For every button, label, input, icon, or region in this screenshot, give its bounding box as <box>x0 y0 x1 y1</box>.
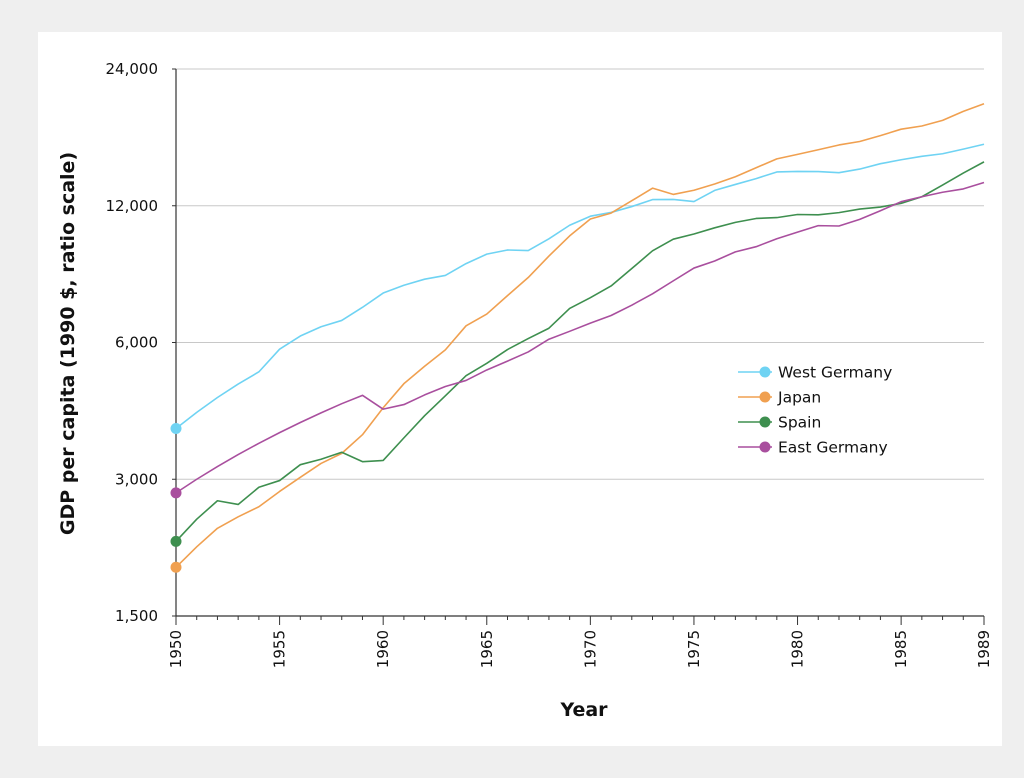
legend: West Germany Japan Spain East Germany <box>738 364 892 457</box>
series-line-spain <box>175 161 985 542</box>
y-axis-ticks: 1,500 3,000 6,000 12,000 24,000 <box>106 60 176 625</box>
series-line-east-germany <box>175 181 985 494</box>
legend-label-japan: Japan <box>777 389 821 407</box>
legend-marker-east-germany <box>759 441 771 453</box>
x-axis-ticks: 1950 1955 1960 1965 1970 1975 1980 1985 1989 <box>167 616 993 668</box>
x-tick-label: 1989 <box>975 630 993 668</box>
y-tick-label: 1,500 <box>115 607 158 625</box>
series-start-marker-west-germany <box>170 423 182 435</box>
x-tick-label: 1985 <box>892 630 910 668</box>
legend-label-west-germany: West Germany <box>778 364 892 382</box>
y-axis-title: GDP per capita (1990 $, ratio scale) <box>57 152 79 535</box>
series-group <box>170 102 985 573</box>
gridlines <box>176 68 984 480</box>
series-start-marker-spain <box>170 535 182 547</box>
x-tick-label: 1960 <box>374 630 392 668</box>
gdp-line-chart: 1,500 3,000 6,000 12,000 24,000 1950 1955 1960… <box>57 60 993 721</box>
series-line-japan <box>175 102 985 568</box>
legend-label-east-germany: East Germany <box>778 439 888 457</box>
y-tick-label: 6,000 <box>115 334 158 352</box>
y-tick-label: 3,000 <box>115 470 158 488</box>
legend-label-spain: Spain <box>778 414 821 432</box>
chart-panel: 1,500 3,000 6,000 12,000 24,000 1950 1955 1960… <box>38 32 1002 746</box>
series-start-marker-japan <box>170 561 182 573</box>
x-tick-label: 1980 <box>789 630 807 668</box>
legend-marker-japan <box>759 391 771 403</box>
y-tick-label: 12,000 <box>106 197 159 215</box>
y-tick-label: 24,000 <box>106 60 159 78</box>
x-tick-label: 1970 <box>581 630 599 668</box>
series-line-west-germany <box>175 143 985 430</box>
x-tick-label: 1950 <box>167 630 185 668</box>
x-axis-title: Year <box>559 699 608 721</box>
x-tick-label: 1955 <box>271 630 289 668</box>
legend-marker-spain <box>759 416 771 428</box>
x-tick-label: 1975 <box>685 630 703 668</box>
legend-marker-west-germany <box>759 366 771 378</box>
x-tick-label: 1965 <box>478 630 496 668</box>
series-start-marker-east-germany <box>170 487 182 499</box>
